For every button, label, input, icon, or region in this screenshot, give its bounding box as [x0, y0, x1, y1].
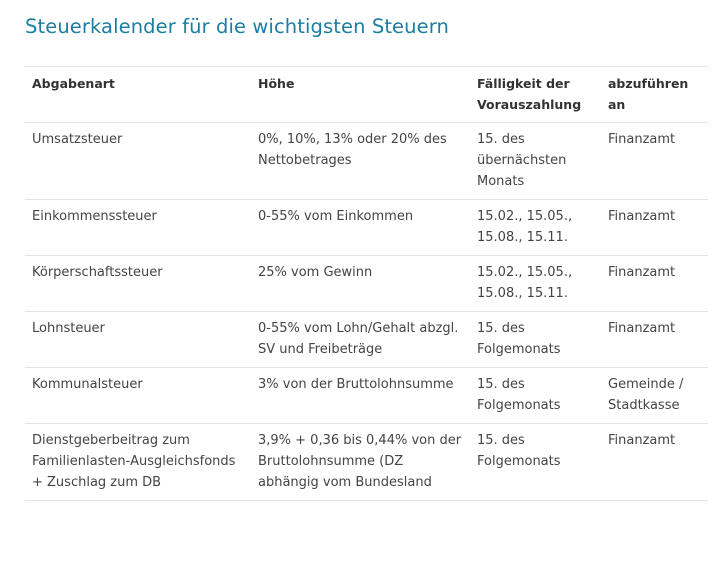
table-row: Lohnsteuer 0-55% vom Lohn/Gehalt abzgl. … [25, 311, 708, 368]
cell-abgabenart: Umsatzsteuer [25, 122, 251, 200]
cell-hoehe: 3,9% + 0,36 bis 0,44% von der Bruttolohn… [251, 423, 470, 501]
cell-hoehe: 3% von der Bruttolohnsumme [251, 367, 470, 424]
table-row: Dienstgeberbeitrag zum Familienlasten-Au… [25, 423, 708, 501]
cell-faelligkeit: 15. des übernächsten Monats [470, 122, 601, 200]
table-row: Kommunalsteuer 3% von der Bruttolohnsumm… [25, 367, 708, 424]
cell-hoehe: 0%, 10%, 13% oder 20% des Nettobetrages [251, 122, 470, 200]
header-faelligkeit: Fälligkeit der Vorauszahlung [470, 66, 601, 123]
cell-empfaenger: Finanzamt [601, 122, 708, 200]
cell-empfaenger: Finanzamt [601, 199, 708, 256]
page-title: Steuerkalender für die wichtigsten Steue… [25, 15, 449, 38]
cell-faelligkeit: 15. des Folgemonats [470, 311, 601, 368]
cell-faelligkeit: 15. des Folgemonats [470, 423, 601, 501]
cell-hoehe: 25% vom Gewinn [251, 255, 470, 312]
table-header-row: Abgabenart Höhe Fälligkeit der Vorauszah… [25, 66, 708, 123]
cell-hoehe: 0-55% vom Lohn/Gehalt abzgl. SV und Frei… [251, 311, 470, 368]
header-abgabenart: Abgabenart [25, 66, 251, 123]
cell-empfaenger: Gemeinde / Stadtkasse [601, 367, 708, 424]
cell-faelligkeit: 15.02., 15.05., 15.08., 15.11. [470, 199, 601, 256]
cell-empfaenger: Finanzamt [601, 311, 708, 368]
tax-calendar-table: Abgabenart Höhe Fälligkeit der Vorauszah… [25, 66, 708, 501]
table-row: Einkommenssteuer 0-55% vom Einkommen 15.… [25, 199, 708, 256]
cell-abgabenart: Einkommenssteuer [25, 199, 251, 256]
cell-faelligkeit: 15. des Folgemonats [470, 367, 601, 424]
table-row: Körperschaftssteuer 25% vom Gewinn 15.02… [25, 255, 708, 312]
table-row: Umsatzsteuer 0%, 10%, 13% oder 20% des N… [25, 122, 708, 200]
cell-abgabenart: Dienstgeberbeitrag zum Familienlasten-Au… [25, 423, 251, 501]
cell-abgabenart: Kommunalsteuer [25, 367, 251, 424]
cell-faelligkeit: 15.02., 15.05., 15.08., 15.11. [470, 255, 601, 312]
cell-empfaenger: Finanzamt [601, 255, 708, 312]
cell-empfaenger: Finanzamt [601, 423, 708, 501]
header-hoehe: Höhe [251, 66, 470, 123]
cell-abgabenart: Lohnsteuer [25, 311, 251, 368]
cell-hoehe: 0-55% vom Einkommen [251, 199, 470, 256]
cell-abgabenart: Körperschaftssteuer [25, 255, 251, 312]
header-abzufuehren-an: abzuführen an [601, 66, 708, 123]
